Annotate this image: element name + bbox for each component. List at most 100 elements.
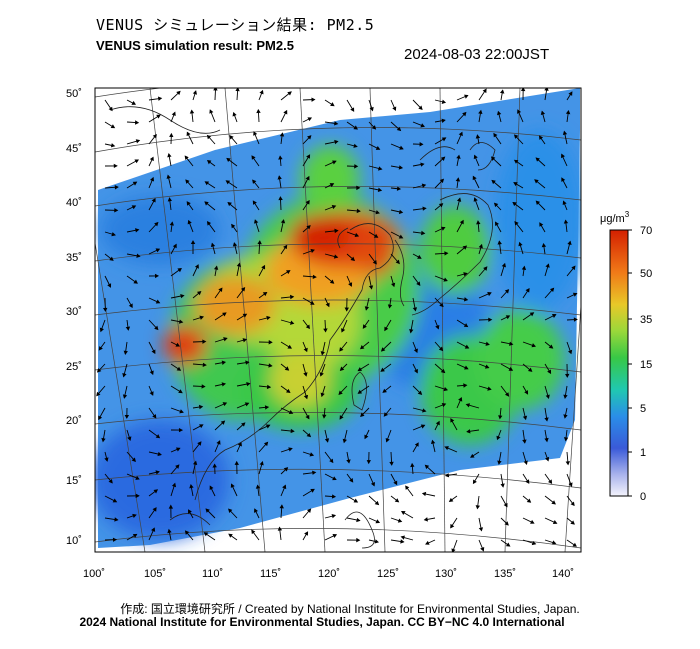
wind-arrowhead <box>520 88 526 92</box>
wind-arrowhead <box>209 109 214 114</box>
wind-arrowhead <box>534 179 539 184</box>
wind-arrowhead <box>232 242 238 247</box>
wind-arrowhead <box>490 156 496 161</box>
wind-arrowhead <box>305 324 310 330</box>
wind-arrowhead <box>565 373 570 378</box>
wind-arrowhead <box>218 287 223 293</box>
wind-arrowhead <box>568 91 573 96</box>
wind-arrowhead <box>424 464 430 470</box>
wind-arrowhead <box>310 300 315 305</box>
wind-arrowhead <box>545 263 550 268</box>
lon-tick-label: 125˚ <box>377 568 399 580</box>
wind-arrowhead <box>356 537 361 543</box>
wind-arrowhead <box>438 203 444 208</box>
wind-arrowhead <box>222 312 227 317</box>
wind-arrowhead <box>108 106 113 112</box>
wind-arrowhead <box>513 182 518 187</box>
wind-arrowhead <box>283 244 288 250</box>
wind-arrowhead <box>462 245 468 250</box>
wind-arrowhead <box>396 126 402 132</box>
wind-arrowhead <box>240 287 246 292</box>
wind-arrowhead <box>525 288 530 293</box>
wind-arrowhead <box>132 181 138 186</box>
wind-arrowhead <box>252 179 257 184</box>
wind-arrowhead <box>234 460 239 465</box>
wind-arrowhead <box>122 372 127 378</box>
wind-arrowhead <box>237 441 242 447</box>
wind-arrowhead <box>521 265 527 270</box>
wind-arrowhead <box>149 391 154 396</box>
wind-arrowhead <box>529 312 535 317</box>
wind-arrowhead <box>332 533 338 538</box>
wind-arrowhead <box>157 96 163 101</box>
wind-arrowhead <box>114 185 119 190</box>
wind-arrowhead <box>252 200 257 205</box>
wind-arrowhead <box>448 497 454 502</box>
wind-arrowhead <box>96 391 101 397</box>
wind-arrowhead <box>135 493 140 499</box>
wind-arrowhead <box>478 243 483 249</box>
wind-arrowhead <box>561 177 566 182</box>
wind-arrowhead <box>172 243 177 249</box>
wind-arrowhead <box>551 540 557 545</box>
wind-arrowhead <box>565 461 571 466</box>
wind-arrowhead <box>187 219 192 225</box>
wind-arrowhead <box>241 422 246 427</box>
wind-arrowhead <box>334 121 339 126</box>
wind-arrowhead <box>309 452 315 457</box>
wind-arrowhead <box>339 415 344 420</box>
wind-arrowhead <box>443 386 448 392</box>
wind-arrowhead <box>290 428 295 434</box>
wind-arrowhead <box>306 508 312 513</box>
wind-arrowhead <box>523 460 528 466</box>
wind-arrowhead <box>478 109 483 115</box>
colorbar-label: 15 <box>640 359 652 371</box>
wind-arrowhead <box>464 94 469 99</box>
wind-arrowhead <box>157 451 162 457</box>
wind-arrowhead <box>485 341 490 346</box>
wind-arrowhead <box>373 233 379 238</box>
wind-arrowhead <box>255 484 261 489</box>
wind-arrowhead <box>192 460 198 465</box>
wind-arrowhead <box>331 513 337 519</box>
wind-arrowhead <box>122 394 128 399</box>
wind-arrowhead <box>178 319 184 324</box>
wind-arrowhead <box>220 420 226 425</box>
wind-arrowhead <box>112 498 118 503</box>
wind-arrowhead <box>551 314 557 318</box>
wind-arrowhead <box>374 500 380 506</box>
wind-arrowhead <box>246 381 251 387</box>
wind-arrowhead <box>254 219 259 224</box>
wind-arrowhead <box>175 464 180 469</box>
wind-arrowhead <box>155 434 161 439</box>
wind-arrowhead <box>463 297 469 302</box>
wind-arrowhead <box>524 390 529 395</box>
wind-arrowhead <box>131 100 137 105</box>
wind-arrowhead <box>391 282 396 288</box>
wind-arrowhead <box>285 388 291 393</box>
wind-arrowhead <box>568 482 573 488</box>
wind-arrowhead <box>202 339 207 344</box>
wind-arrowhead <box>527 367 533 372</box>
wind-arrowhead <box>154 325 159 331</box>
wind-arrowhead <box>104 457 109 462</box>
wind-arrowhead <box>101 437 106 443</box>
wind-arrowhead <box>263 441 269 447</box>
wind-arrowhead <box>227 202 232 207</box>
wind-arrowhead <box>514 221 519 226</box>
wind-arrowhead <box>333 254 339 259</box>
wind-arrowhead <box>398 165 404 170</box>
wind-arrowhead <box>496 435 501 441</box>
wind-arrowhead <box>194 264 199 269</box>
wind-arrowhead <box>253 131 258 136</box>
wind-arrowhead <box>306 225 311 230</box>
wind-arrowhead <box>399 145 404 150</box>
wind-arrowhead <box>155 470 160 475</box>
wind-arrowhead <box>439 178 445 184</box>
wind-arrowhead <box>131 457 136 463</box>
wind-arrowhead <box>540 110 546 116</box>
wind-arrowhead <box>440 226 446 231</box>
wind-arrowhead <box>513 159 519 164</box>
wind-arrowhead <box>389 461 394 466</box>
wind-arrowhead <box>368 285 374 290</box>
